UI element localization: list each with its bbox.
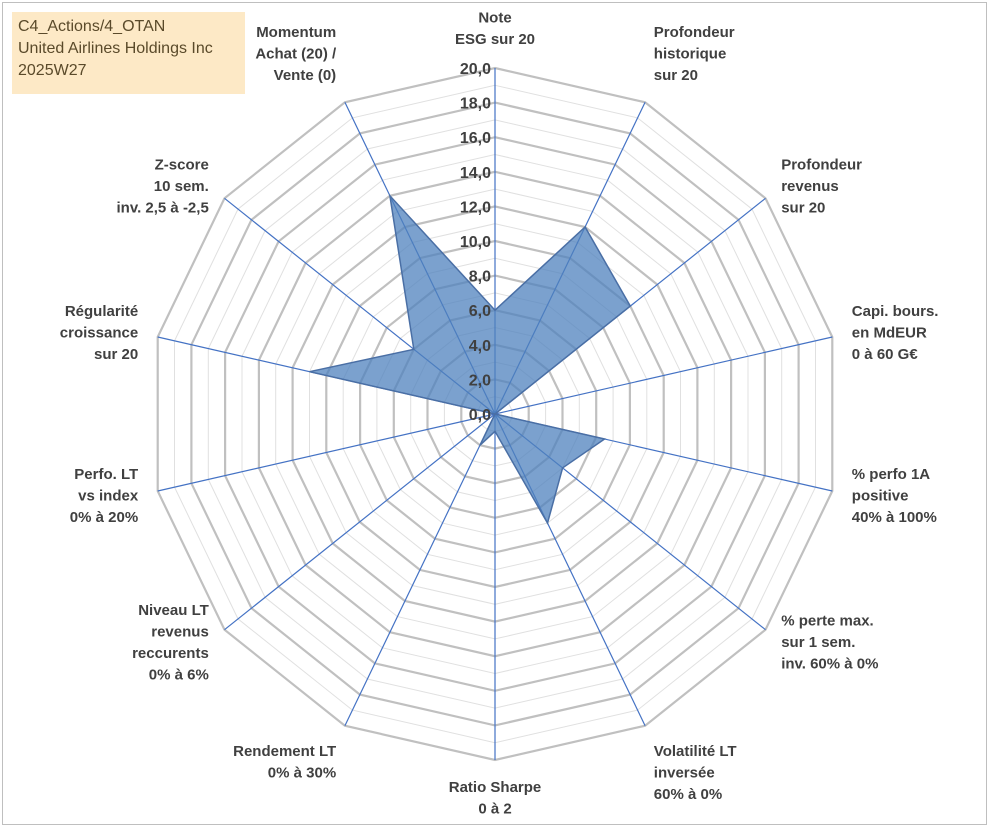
axis-label: % perfo 1A positive 40% à 100% (852, 466, 937, 526)
spoke (224, 413, 496, 631)
axis-label: Momentum Achat (20) / Vente (0) (255, 24, 337, 84)
axis-label-line: vs index (78, 487, 139, 504)
axis-label-line: Achat (20) / (255, 46, 337, 63)
tick-label: 14,0 (460, 165, 491, 182)
axis-label-line: Profondeur (781, 156, 862, 173)
axis-label-line: inv. 2,5 à -2,5 (117, 199, 209, 216)
axis-label-line: sur 20 (781, 199, 825, 216)
spoke (157, 413, 496, 492)
axis-label: Niveau LT revenus reccurents 0% à 6% (132, 602, 209, 684)
axis-label-line: % perfo 1A (852, 466, 931, 483)
axis-label: Rendement LT 0% à 30% (233, 743, 336, 782)
axis-label: Profondeur revenus sur 20 (781, 156, 862, 216)
axis-label-line: Momentum (256, 24, 336, 41)
axis-label: Régularité croissance sur 20 (60, 303, 138, 363)
axis-label: Profondeur historique sur 20 (654, 24, 735, 84)
axis-label-line: 0 à 60 G€ (852, 346, 919, 363)
axis-label: Ratio Sharpe 0 à 2 (449, 779, 542, 818)
axis-label-line: 60% à 0% (654, 786, 722, 803)
axis-label-line: sur 1 sem. (781, 634, 855, 651)
info-line-2: United Airlines Holdings Inc (18, 40, 213, 57)
tick-label: 12,0 (460, 199, 491, 216)
tick-label: 10,0 (460, 234, 491, 251)
tick-label: 4,0 (469, 338, 491, 355)
axis-label-line: sur 20 (94, 346, 138, 363)
tick-label: 8,0 (469, 269, 491, 286)
axis-label: Capi. bours. en MdEUR 0 à 60 G€ (852, 303, 939, 363)
axis-label-line: % perte max. (781, 613, 874, 630)
series-layer (309, 193, 632, 526)
tick-label: 16,0 (460, 130, 491, 147)
axis-label-line: revenus (781, 178, 839, 195)
axis-label-line: Vente (0) (274, 67, 337, 84)
axis-label-line: inv. 60% à 0% (781, 656, 878, 673)
axis-label-line: 0 à 2 (478, 801, 511, 818)
tick-label: 6,0 (469, 303, 491, 320)
info-line-3: 2025W27 (18, 62, 87, 79)
axis-label-line: 40% à 100% (852, 509, 937, 526)
axis-label-line: Note (478, 10, 511, 27)
axis-label-line: ESG sur 20 (455, 31, 535, 48)
axis-labels: Note ESG sur 20 Profondeur historique sur 20… (60, 10, 939, 818)
axis-label-line: revenus (151, 623, 209, 640)
axis-label: Volatilité LT inversée 60% à 0% (654, 743, 737, 803)
axis-label-line: historique (654, 46, 727, 63)
info-line-1: C4_Actions/4_OTAN (18, 18, 166, 35)
tick-label: 18,0 (460, 96, 491, 113)
tick-label: 20,0 (460, 61, 491, 78)
axis-label-line: Rendement LT (233, 743, 336, 760)
axis-label-line: 0% à 6% (149, 666, 209, 683)
spoke (344, 413, 496, 726)
axis-label-line: positive (852, 487, 909, 504)
axis-label-line: croissance (60, 325, 138, 342)
axis-label-line: inversée (654, 764, 715, 781)
axis-label-line: 10 sem. (154, 178, 209, 195)
axis-label: % perte max. sur 1 sem. inv. 60% à 0% (781, 613, 878, 673)
axis-label-line: Perfo. LT (74, 466, 138, 483)
axis-label-line: 0% à 20% (70, 509, 138, 526)
axis-label-line: 0% à 30% (268, 764, 336, 781)
series-area (309, 193, 632, 526)
tick-labels: 0,0 2,0 4,0 6,0 8,0 10,0 12,0 14,0 16,0 18,0 20,0 (460, 61, 491, 424)
axis-label-line: en MdEUR (852, 325, 927, 342)
axis-label-line: sur 20 (654, 67, 698, 84)
axis-label-line: Volatilité LT (654, 743, 737, 760)
info-box: C4_Actions/4_OTAN United Airlines Holdin… (12, 12, 245, 94)
axis-label-line: Ratio Sharpe (449, 779, 542, 796)
axis-label-line: Profondeur (654, 24, 735, 41)
axis-label-line: reccurents (132, 645, 209, 662)
axis-label-line: Niveau LT (138, 602, 209, 619)
axis-label: Z-score 10 sem. inv. 2,5 à -2,5 (117, 156, 209, 216)
tick-label: 0,0 (469, 407, 491, 424)
axis-label-line: Régularité (65, 303, 138, 320)
axis-label-line: Capi. bours. (852, 303, 939, 320)
axis-label: Note ESG sur 20 (455, 10, 535, 49)
axis-label: Perfo. LT vs index 0% à 20% (70, 466, 139, 526)
tick-label: 2,0 (469, 372, 491, 389)
axis-label-line: Z-score (155, 156, 209, 173)
spoke (494, 336, 833, 415)
